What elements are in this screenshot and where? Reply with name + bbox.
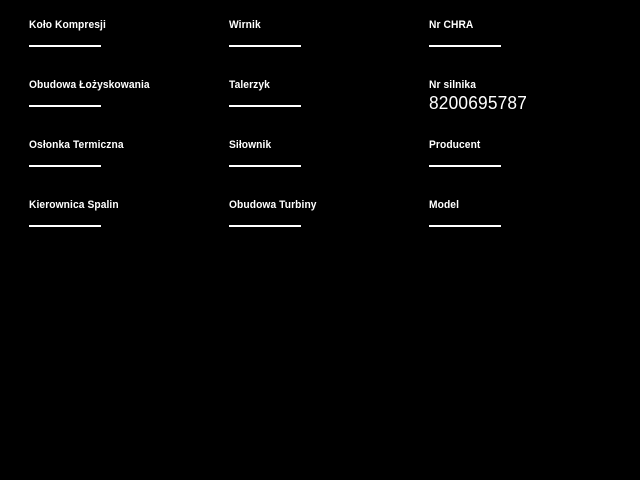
field-underline-oslonka-termiczna[interactable]	[29, 165, 101, 167]
field-underline-wirnik[interactable]	[229, 45, 301, 47]
spec-row: Osłonka Termiczna Siłownik Producent	[0, 120, 640, 180]
field-underline-obudowa-lozyskowania[interactable]	[29, 105, 101, 107]
field-underline-silownik[interactable]	[229, 165, 301, 167]
field-value-nr-silnika[interactable]: 8200695787	[429, 93, 528, 113]
spec-row: Kierownica Spalin Obudowa Turbiny Model	[0, 180, 640, 240]
field-label-obudowa-lozyskowania: Obudowa Łożyskowania	[29, 79, 150, 91]
field-label-nr-chra: Nr CHRA	[429, 19, 474, 31]
spec-row: Koło Kompresji Wirnik Nr CHRA	[0, 0, 640, 60]
spec-field-nr-chra[interactable]: Nr CHRA	[429, 0, 619, 47]
field-underline-talerzyk[interactable]	[229, 105, 301, 107]
field-label-producent: Producent	[429, 139, 481, 151]
spec-field-nr-silnika[interactable]: Nr silnika 8200695787	[429, 60, 619, 113]
field-underline-kolo-kompresji[interactable]	[29, 45, 101, 47]
field-label-wirnik: Wirnik	[229, 19, 261, 31]
spec-row: Obudowa Łożyskowania Talerzyk Nr silnika 82…	[0, 60, 640, 120]
spec-field-obudowa-turbiny[interactable]: Obudowa Turbiny	[229, 180, 419, 227]
field-label-oslonka-termiczna: Osłonka Termiczna	[29, 139, 124, 151]
field-underline-model[interactable]	[429, 225, 501, 227]
spec-field-model[interactable]: Model	[429, 180, 619, 227]
field-label-nr-silnika: Nr silnika	[429, 79, 476, 91]
spec-field-oslonka-termiczna[interactable]: Osłonka Termiczna	[29, 120, 219, 167]
field-label-talerzyk: Talerzyk	[229, 79, 270, 91]
spec-field-obudowa-lozyskowania[interactable]: Obudowa Łożyskowania	[29, 60, 219, 107]
spec-field-silownik[interactable]: Siłownik	[229, 120, 419, 167]
spec-field-kolo-kompresji[interactable]: Koło Kompresji	[29, 0, 219, 47]
field-label-kolo-kompresji: Koło Kompresji	[29, 19, 106, 31]
spec-field-producent[interactable]: Producent	[429, 120, 619, 167]
spec-field-kierownica-spalin[interactable]: Kierownica Spalin	[29, 180, 219, 227]
field-underline-kierownica-spalin[interactable]	[29, 225, 101, 227]
field-underline-producent[interactable]	[429, 165, 501, 167]
field-label-model: Model	[429, 199, 460, 211]
field-label-obudowa-turbiny: Obudowa Turbiny	[229, 199, 317, 211]
field-label-kierownica-spalin: Kierownica Spalin	[29, 199, 119, 211]
spec-field-talerzyk[interactable]: Talerzyk	[229, 60, 419, 107]
field-label-silownik: Siłownik	[229, 139, 272, 151]
spec-field-grid: Koło Kompresji Wirnik Nr CHRA Obudowa Łożys…	[0, 0, 640, 240]
field-underline-obudowa-turbiny[interactable]	[229, 225, 301, 227]
spec-field-wirnik[interactable]: Wirnik	[229, 0, 419, 47]
field-underline-nr-chra[interactable]	[429, 45, 501, 47]
